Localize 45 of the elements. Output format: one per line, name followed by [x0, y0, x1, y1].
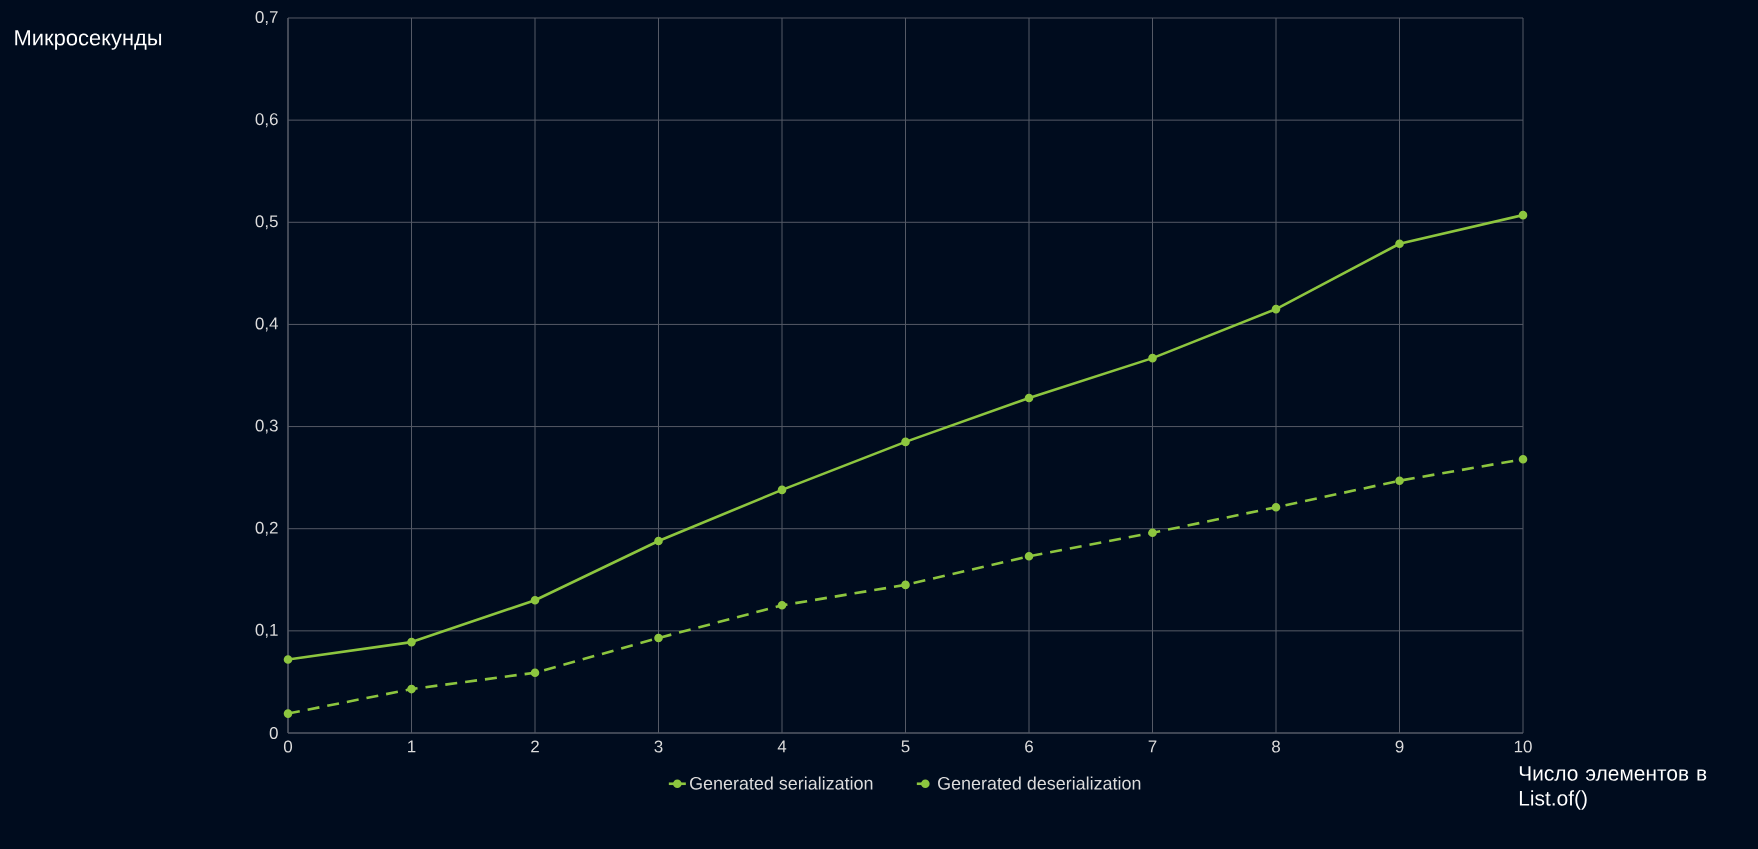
legend-label: Generated deserialization [938, 776, 1141, 790]
x-tick-label: 4 [777, 740, 787, 753]
point [1518, 454, 1528, 464]
point [777, 485, 787, 495]
point [283, 709, 293, 718]
point [901, 437, 910, 447]
point [407, 684, 416, 694]
point [1148, 528, 1157, 538]
x-tick-label: 7 [1148, 740, 1157, 753]
x-tick-label: 5 [901, 740, 910, 753]
point [901, 580, 910, 590]
y-tick-label: 0 [269, 727, 278, 739]
point [1395, 476, 1404, 486]
point [1395, 239, 1404, 249]
point [1148, 353, 1157, 363]
x-tick-label: 3 [654, 740, 663, 753]
point [1271, 304, 1281, 314]
x-tick-label: 1 [408, 740, 416, 753]
x-tick-label: 2 [531, 740, 539, 753]
point [654, 536, 663, 546]
x-tick-label: 10 [1514, 740, 1532, 753]
y-axis-title: Микросекунды [15, 30, 162, 50]
point [1024, 551, 1034, 561]
y-tick-label: 0,1 [255, 623, 278, 638]
x-tick-label: 8 [1272, 740, 1280, 753]
point [1024, 393, 1034, 403]
point [530, 668, 540, 678]
x-tick-label: 0 [283, 740, 293, 753]
point [283, 655, 293, 664]
x-tick-label: 6 [1025, 740, 1033, 753]
y-tick-label: 0,4 [255, 317, 278, 332]
legend-label: Generated serialization [690, 776, 873, 790]
point [530, 595, 540, 605]
y-tick-label: 0,5 [255, 215, 278, 230]
y-tick-label: 0,6 [255, 113, 278, 128]
y-tick-label: 0,7 [255, 11, 278, 25]
y-tick-label: 0,3 [255, 419, 278, 434]
x-axis-title: Число элементов в List.of() [1519, 766, 1707, 810]
y-tick-label: 0,2 [255, 521, 278, 536]
point [407, 637, 416, 647]
point [654, 633, 663, 643]
point [777, 601, 787, 610]
point [1271, 502, 1281, 512]
point [1518, 210, 1528, 220]
x-tick-label: 9 [1395, 740, 1404, 753]
